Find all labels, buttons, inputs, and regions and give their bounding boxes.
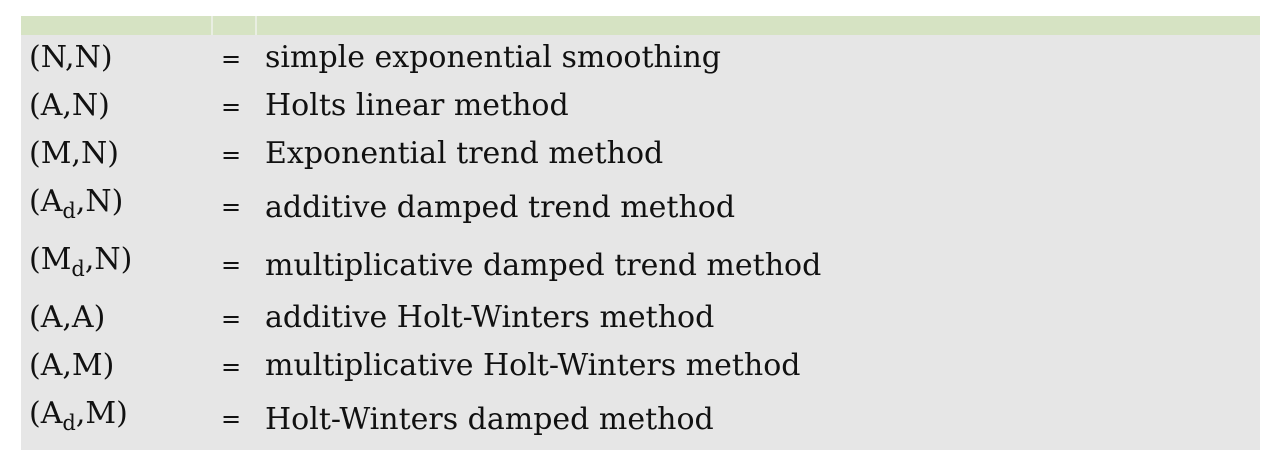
method-notation: (A,M) [29, 348, 115, 383]
method-notation: (M,N) [29, 136, 119, 171]
equals-sign: = [221, 141, 242, 169]
equals-sign: = [221, 353, 242, 381]
method-notation: (Md,N) [29, 242, 133, 281]
equals-sign: = [221, 251, 242, 279]
header-divider [211, 16, 213, 35]
methods-table: (N,N) = simple exponential smoothing (A,… [21, 16, 1260, 450]
method-description: multiplicative Holt-Winters method [265, 348, 801, 383]
method-description: Holts linear method [265, 88, 569, 123]
equals-sign: = [221, 305, 242, 333]
method-notation: (A,A) [29, 300, 106, 335]
table-header [21, 16, 1260, 35]
method-description: Exponential trend method [265, 136, 664, 171]
method-description: Holt-Winters damped method [265, 402, 714, 437]
method-description: additive Holt-Winters method [265, 300, 715, 335]
method-description: additive damped trend method [265, 190, 736, 225]
equals-sign: = [221, 193, 242, 221]
equals-sign: = [221, 45, 242, 73]
equals-sign: = [221, 405, 242, 433]
method-description: simple exponential smoothing [265, 40, 721, 75]
method-description: multiplicative damped trend method [265, 248, 822, 283]
method-notation: (A,N) [29, 88, 110, 123]
equals-sign: = [221, 93, 242, 121]
header-divider [255, 16, 257, 35]
method-notation: (Ad,N) [29, 184, 124, 223]
method-notation: (N,N) [29, 40, 113, 75]
method-notation: (Ad,M) [29, 396, 128, 435]
